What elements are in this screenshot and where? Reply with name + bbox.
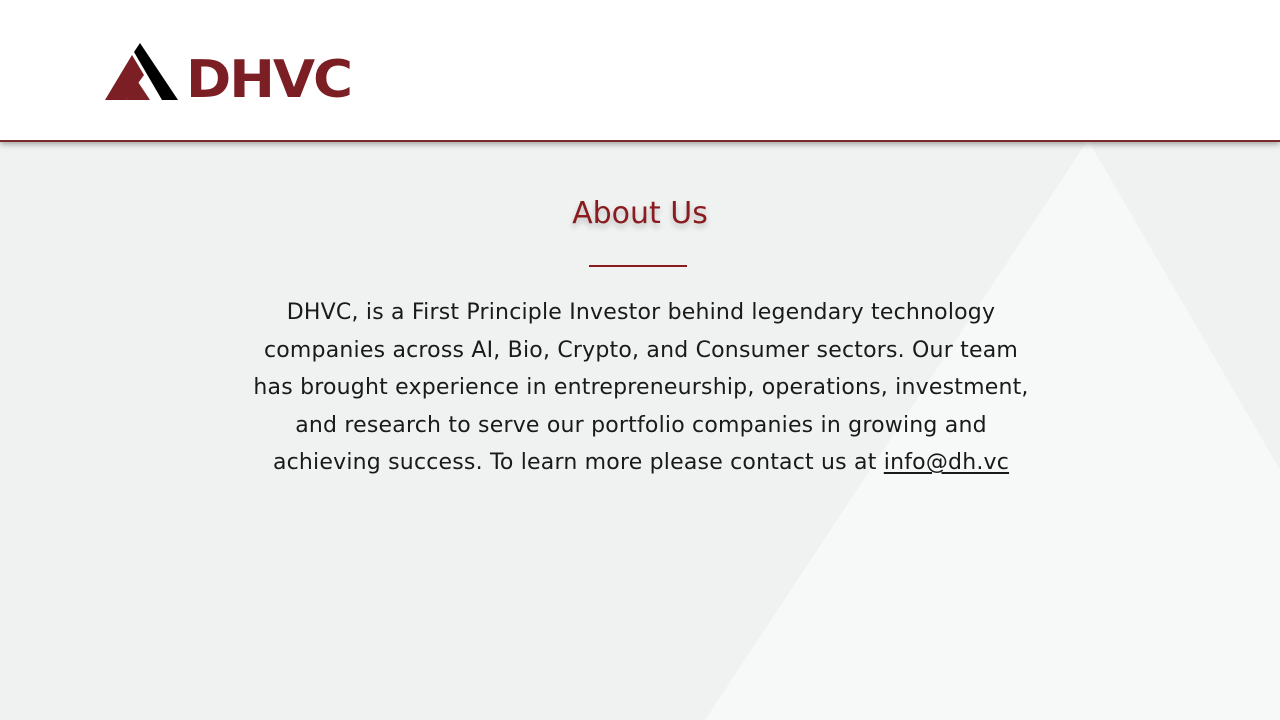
logo-text: DHVC: [186, 50, 353, 110]
about-description: DHVC, is a First Principle Investor behi…: [253, 300, 1029, 475]
logo-link[interactable]: DHVC: [104, 42, 353, 106]
title-divider: [589, 265, 687, 267]
about-body: DHVC, is a First Principle Investor behi…: [250, 294, 1032, 482]
dhvc-logo-mark-icon: [105, 43, 178, 100]
email-link[interactable]: info@dh.vc: [883, 450, 1010, 475]
about-section: About Us DHVC, is a First Principle Inve…: [0, 142, 1280, 720]
about-title: About Us: [572, 196, 708, 231]
site-header: DHVC: [0, 0, 1280, 142]
